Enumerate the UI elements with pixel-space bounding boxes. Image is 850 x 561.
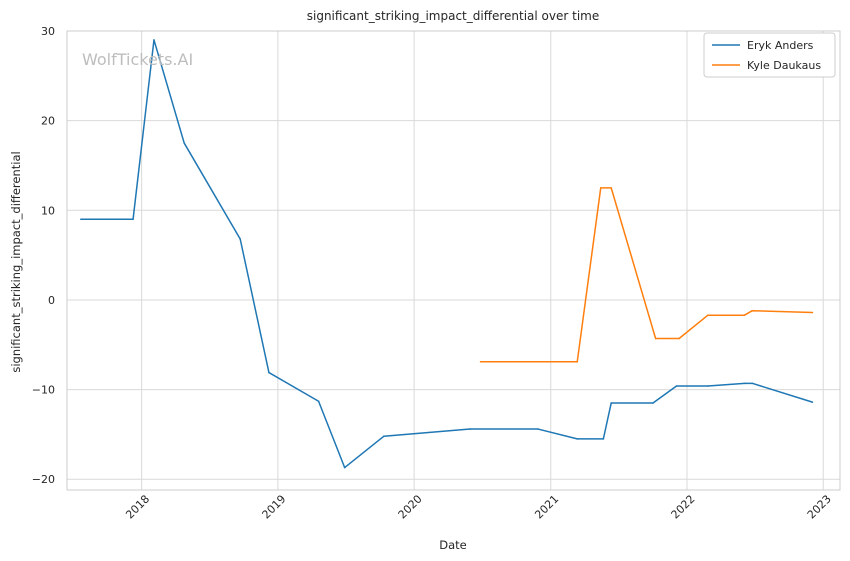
data-point-eryk-anders: [576, 438, 579, 440]
data-point-eryk-anders: [469, 428, 471, 430]
data-point-eryk-anders: [383, 435, 385, 438]
data-point-eryk-anders: [811, 401, 814, 403]
data-point-eryk-anders: [602, 438, 605, 440]
data-point-eryk-anders: [268, 371, 270, 374]
data-point-eryk-anders: [343, 466, 346, 469]
data-point-kyle-daukaus: [576, 361, 579, 363]
data-point-kyle-daukaus: [751, 309, 754, 312]
legend-box: [703, 32, 836, 78]
data-point-eryk-anders: [707, 385, 709, 387]
data-point-kyle-daukaus: [678, 337, 680, 340]
data-point-eryk-anders: [183, 142, 186, 144]
series-layer: [80, 39, 814, 469]
data-point-kyle-daukaus: [610, 187, 612, 189]
data-point-eryk-anders: [743, 382, 746, 385]
watermark: WolfTickets.AI: [82, 50, 193, 69]
legend-label-kyle-daukaus: Kyle Daukaus: [747, 59, 821, 72]
data-point-eryk-anders: [610, 402, 612, 404]
data-point-kyle-daukaus: [654, 337, 657, 340]
plot-area-frame: [66, 30, 841, 491]
data-point-eryk-anders: [751, 382, 754, 385]
series-line-kyle-daukaus: [480, 187, 813, 363]
data-point-kyle-daukaus: [743, 314, 746, 316]
data-point-eryk-anders: [239, 238, 241, 240]
x-axis-title: Date: [439, 538, 467, 552]
data-point-kyle-daukaus: [707, 314, 709, 316]
y-tick-label: 0: [48, 294, 55, 307]
y-tick-label: −20: [32, 473, 55, 486]
data-point-eryk-anders: [317, 400, 320, 403]
data-point-eryk-anders: [132, 218, 134, 221]
y-tick-label: 30: [41, 25, 55, 38]
data-point-eryk-anders: [80, 218, 82, 221]
y-tick-label: 10: [41, 204, 55, 217]
data-point-kyle-daukaus: [811, 311, 814, 314]
data-point-eryk-anders: [675, 385, 678, 387]
y-axis-ticks: 30 20 10 0 −10 −20: [32, 25, 55, 486]
legend-label-eryk-anders: Eryk Anders: [747, 39, 814, 52]
y-tick-label: −10: [32, 384, 55, 397]
data-point-eryk-anders: [537, 428, 539, 430]
data-point-eryk-anders: [153, 39, 155, 41]
data-point-kyle-daukaus: [479, 361, 482, 363]
grid: [67, 30, 840, 490]
data-point-kyle-daukaus: [599, 187, 602, 189]
chart-title: significant_striking_impact_differential…: [307, 9, 599, 23]
y-axis-title: significant_striking_impact_differential: [9, 151, 23, 372]
data-point-eryk-anders: [652, 402, 654, 404]
legend: Eryk Anders Kyle Daukaus: [703, 32, 836, 78]
y-tick-label: 20: [41, 115, 55, 128]
series-line-eryk-anders: [80, 39, 813, 469]
